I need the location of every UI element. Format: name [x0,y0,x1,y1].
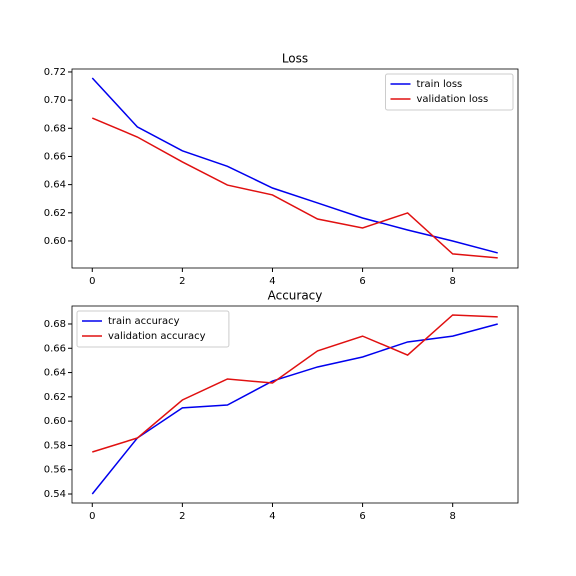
x-tick-label: 2 [179,511,185,522]
chart-title: Loss [282,52,308,66]
x-tick-label: 4 [269,276,275,287]
plot-frame [71,68,519,269]
y-tick-label: 0.66 [44,343,66,354]
y-tick-label: 0.58 [44,440,66,451]
plot-frame [71,305,519,504]
y-tick-label: 0.70 [44,95,66,106]
y-tick-label: 0.62 [44,208,66,219]
y-tick-label: 0.72 [44,67,66,78]
y-tick-label: 0.54 [44,489,66,500]
data-line [91,323,498,495]
x-tick-label: 2 [179,276,185,287]
x-tick-label: 8 [449,511,455,522]
legend-label: train accuracy [108,316,180,327]
x-tick-label: 0 [89,276,95,287]
y-tick-label: 0.68 [44,319,66,330]
legend-label: train loss [417,79,463,90]
y-tick-label: 0.60 [44,236,66,247]
y-tick-label: 0.62 [44,392,66,403]
x-tick-label: 4 [269,511,275,522]
legend-box [76,310,230,348]
legend-label: validation accuracy [108,331,206,342]
chart-title: Accuracy [268,289,323,303]
data-line [91,117,498,259]
x-tick-label: 6 [359,511,365,522]
y-tick-label: 0.66 [44,151,66,162]
y-tick-label: 0.60 [44,416,66,427]
y-tick-label: 0.68 [44,123,66,134]
y-tick-label: 0.56 [44,465,66,476]
y-tick-label: 0.64 [44,180,66,191]
data-line [92,314,498,453]
y-tick-label: 0.64 [44,368,66,379]
legend-label: validation loss [417,94,489,105]
x-tick-label: 8 [449,276,455,287]
x-tick-label: 0 [89,511,95,522]
legend-box [385,73,514,111]
x-tick-label: 6 [359,276,365,287]
data-line [91,77,498,254]
